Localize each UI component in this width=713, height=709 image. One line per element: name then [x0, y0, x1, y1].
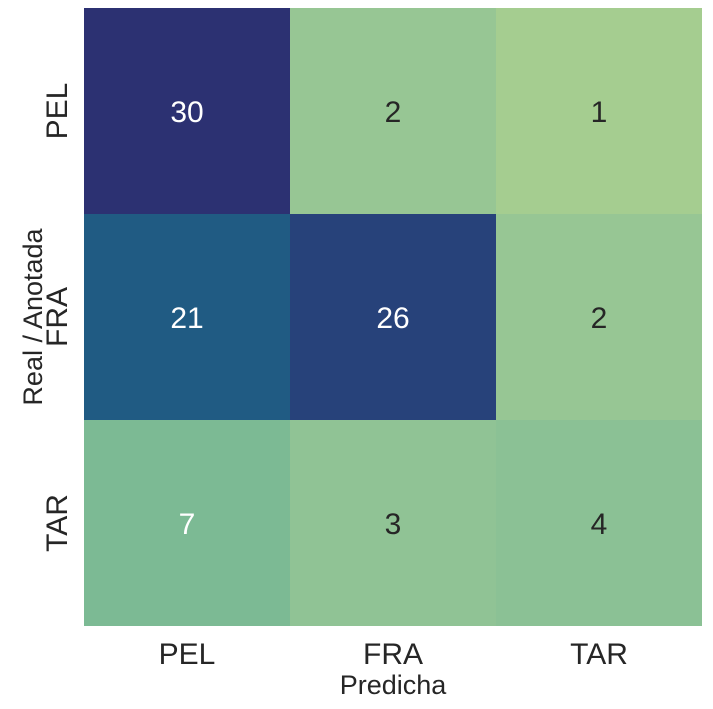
y-tick-tar: TAR	[41, 494, 74, 552]
heatmap-cell-fra-pel	[84, 214, 290, 420]
heatmap-cell-tar-tar	[496, 420, 702, 626]
x-tick-fra: FRA	[363, 638, 423, 671]
cell-value-tar-pel: 7	[179, 508, 196, 541]
cell-value-fra-tar: 2	[591, 302, 608, 335]
heatmap-cell-fra-fra	[290, 214, 496, 420]
cell-value-fra-fra: 26	[376, 302, 409, 335]
cell-value-pel-fra: 2	[385, 96, 402, 129]
cell-value-tar-fra: 3	[385, 508, 402, 541]
x-tick-pel: PEL	[159, 638, 216, 671]
heatmap-cells	[84, 8, 702, 626]
cell-value-fra-pel: 21	[170, 302, 203, 335]
y-axis-label: Real / Anotada	[18, 227, 48, 405]
cell-value-tar-tar: 4	[591, 508, 608, 541]
cell-value-pel-pel: 30	[170, 96, 203, 129]
x-axis-ticks: PEL FRA TAR	[159, 638, 628, 671]
heatmap-cell-fra-tar	[496, 214, 702, 420]
heatmap-cell-pel-fra	[290, 8, 496, 214]
heatmap-cell-tar-fra	[290, 420, 496, 626]
cell-value-pel-tar: 1	[591, 96, 608, 129]
heatmap-cell-pel-tar	[496, 8, 702, 214]
x-axis-label: Predicha	[340, 670, 448, 700]
heatmap-cell-labels: 30 2 121 26 27 3 4	[170, 96, 607, 541]
heatmap-cell-pel-pel	[84, 8, 290, 214]
heatmap-cell-tar-pel	[84, 420, 290, 626]
y-axis-ticks: PEL FRA TAR	[41, 83, 74, 552]
x-tick-tar: TAR	[570, 638, 628, 671]
y-tick-pel: PEL	[41, 83, 74, 140]
y-tick-fra: FRA	[41, 287, 74, 347]
